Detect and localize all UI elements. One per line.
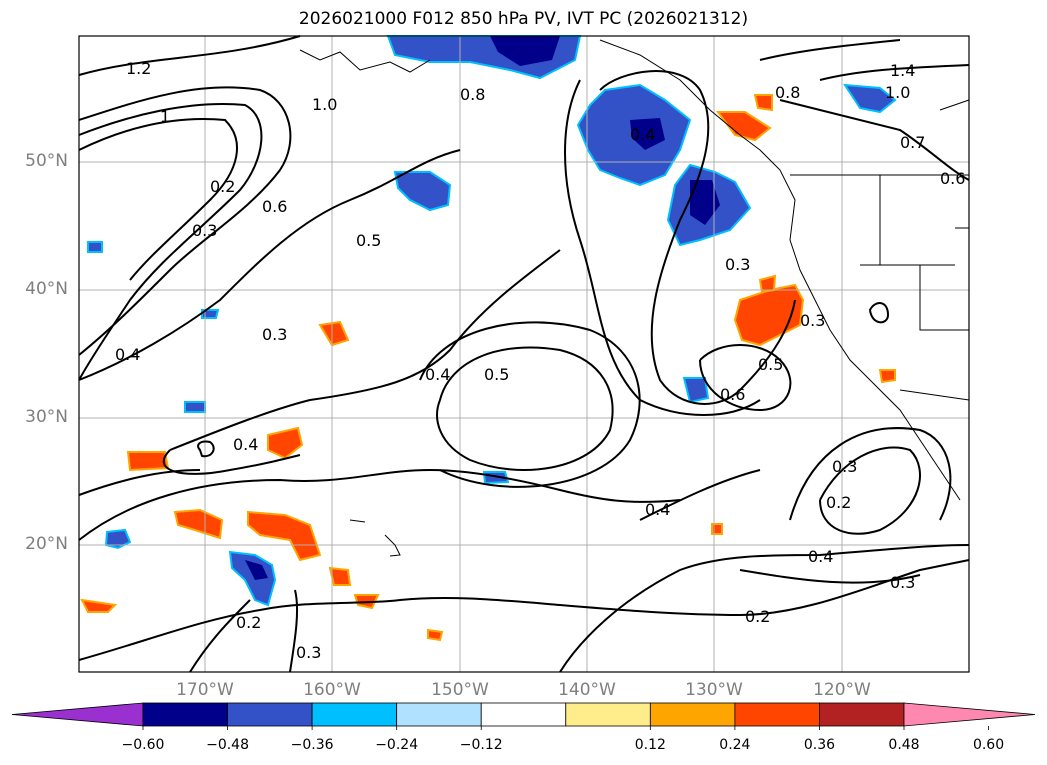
map-gridlines xyxy=(79,36,969,672)
positive-anomaly-patches xyxy=(80,94,896,642)
colorbar-segment xyxy=(227,702,313,727)
lat-label-30n: 30°N xyxy=(25,407,68,427)
contour-label: 1 xyxy=(160,107,170,126)
contour-label: 0.4 xyxy=(115,345,140,364)
contour-label: 0.2 xyxy=(210,177,235,196)
lat-label-20n: 20°N xyxy=(25,534,68,554)
lon-label-140w: 140°W xyxy=(558,680,616,700)
map-title: 2026021000 F012 850 hPa PV, IVT PC (2026… xyxy=(298,9,749,29)
lon-label-130w: 130°W xyxy=(685,680,743,700)
colorbar-segment xyxy=(565,702,651,727)
colorbar-tick-label: 0.48 xyxy=(888,737,920,753)
colorbar-tick-label: −0.24 xyxy=(375,737,419,753)
contour-label: 0.3 xyxy=(800,311,825,330)
lon-label-170w: 170°W xyxy=(176,680,234,700)
colorbar-segment xyxy=(396,702,482,727)
colorbar-segment xyxy=(734,702,820,727)
colorbar-tick-label: 0.24 xyxy=(719,737,751,753)
lon-label-150w: 150°W xyxy=(431,680,489,700)
colorbar-extend-high xyxy=(903,702,1036,727)
colorbar-segment xyxy=(311,702,398,727)
contour-label: 0.2 xyxy=(745,607,770,626)
lon-label-120w: 120°W xyxy=(813,680,871,700)
contour-label: 0.4 xyxy=(645,500,670,519)
contour-label: 0.3 xyxy=(262,325,287,344)
contour-label: 1.2 xyxy=(126,59,151,78)
contour-label: 0.5 xyxy=(758,355,783,374)
contour-label: 0.8 xyxy=(460,85,485,104)
map-frame xyxy=(78,35,970,673)
pv-contours xyxy=(78,35,970,673)
colorbar-segment xyxy=(649,702,736,727)
colorbar-segment xyxy=(819,702,905,727)
colorbar-tick-label: −0.60 xyxy=(121,737,165,753)
contour-label: 0.2 xyxy=(236,613,261,632)
contour-label: 0.3 xyxy=(890,573,915,592)
contour-label: 0.8 xyxy=(775,83,800,102)
contour-label: 0.4 xyxy=(630,125,655,144)
contour-label: 0.6 xyxy=(940,169,965,188)
negative-anomaly-patches xyxy=(87,35,897,607)
contour-label: 0.3 xyxy=(192,221,217,240)
contour-label: 0.2 xyxy=(826,493,851,512)
contour-label: 0.6 xyxy=(262,197,287,216)
colorbar-tick-label: 0.60 xyxy=(972,737,1005,753)
contour-labels: 1.2 1 1.0 0.8 0.4 1.4 1.0 0.8 0.7 0.6 0.… xyxy=(115,59,965,662)
contour-label: 0.5 xyxy=(356,231,381,250)
map-panel: 1.2 1 1.0 0.8 0.4 1.4 1.0 0.8 0.7 0.6 0.… xyxy=(78,35,970,673)
contour-label: 1.4 xyxy=(890,61,915,80)
colorbar-tick-label: −0.12 xyxy=(459,737,503,753)
colorbar-extend-low xyxy=(11,702,144,727)
contour-label: 0.3 xyxy=(725,255,750,274)
contour-label: 1.0 xyxy=(312,95,337,114)
contour-label: 1.0 xyxy=(885,83,910,102)
colorbar-segment xyxy=(142,702,228,727)
colorbar-tick-label: −0.36 xyxy=(290,737,334,753)
contour-label: 0.4 xyxy=(233,435,258,454)
lat-label-50n: 50°N xyxy=(25,151,68,171)
lon-label-160w: 160°W xyxy=(303,680,361,700)
contour-label: 0.3 xyxy=(296,643,321,662)
contour-label: 0.6 xyxy=(720,385,745,404)
contour-label: 0.3 xyxy=(832,457,857,476)
colorbar-tick-label: −0.48 xyxy=(206,737,249,753)
contour-label: 0.4 xyxy=(808,547,833,566)
contour-label: 0.5 xyxy=(484,365,509,384)
colorbar-tick-label: 0.36 xyxy=(803,737,836,753)
colorbar-segment xyxy=(480,702,567,727)
contour-label: 0.4 xyxy=(425,365,450,384)
contour-label: 0.7 xyxy=(900,133,925,152)
colorbar-tick-label: 0.12 xyxy=(634,737,666,753)
lat-label-40n: 40°N xyxy=(25,279,68,299)
